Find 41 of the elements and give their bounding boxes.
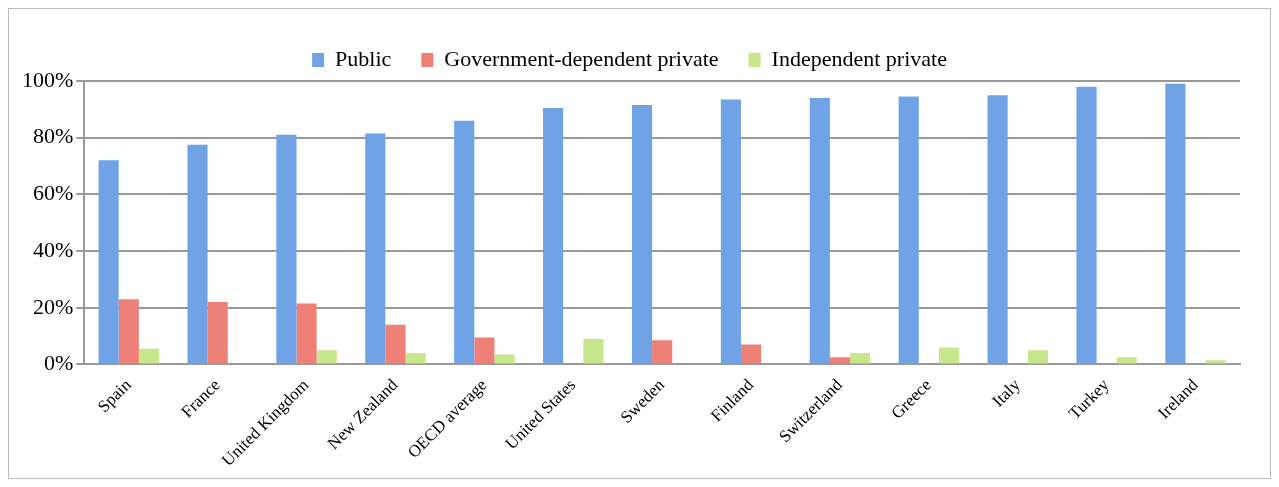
x-tick-label: Italy (988, 374, 1025, 411)
bar (405, 353, 426, 364)
bar (276, 134, 297, 364)
bar (365, 133, 386, 364)
legend-label: Independent private (771, 45, 947, 71)
bar (98, 160, 119, 364)
y-tick-label: 80% (33, 123, 74, 149)
y-tick-label: 0% (44, 350, 74, 376)
bar (987, 95, 1008, 364)
bar (1076, 86, 1097, 364)
bar (1165, 83, 1186, 364)
bar (829, 357, 851, 364)
bar (938, 347, 960, 364)
bar (809, 98, 830, 364)
bar (187, 144, 208, 364)
bar (898, 96, 919, 364)
y-tick-label: 100% (22, 66, 74, 92)
bar (720, 99, 741, 364)
bar (583, 338, 604, 364)
bar (543, 107, 564, 364)
y-tick-label: 40% (33, 236, 74, 262)
y-tick-label: 20% (33, 293, 74, 319)
bar (1116, 357, 1137, 364)
bar (316, 350, 337, 364)
bar (652, 340, 673, 364)
bar (740, 344, 762, 364)
bar (385, 324, 406, 364)
bar (631, 105, 653, 364)
bar (1205, 360, 1226, 364)
y-tick-label: 60% (33, 180, 74, 206)
bar (850, 353, 871, 364)
bar (118, 299, 139, 364)
bar (138, 348, 159, 364)
legend-label: Public (335, 45, 392, 71)
bar (494, 354, 515, 364)
bar (474, 337, 495, 364)
bar (296, 303, 317, 364)
legend-label: Government-dependent private (444, 45, 719, 71)
bar (454, 120, 475, 364)
bar (207, 302, 228, 364)
bar (1027, 350, 1048, 364)
